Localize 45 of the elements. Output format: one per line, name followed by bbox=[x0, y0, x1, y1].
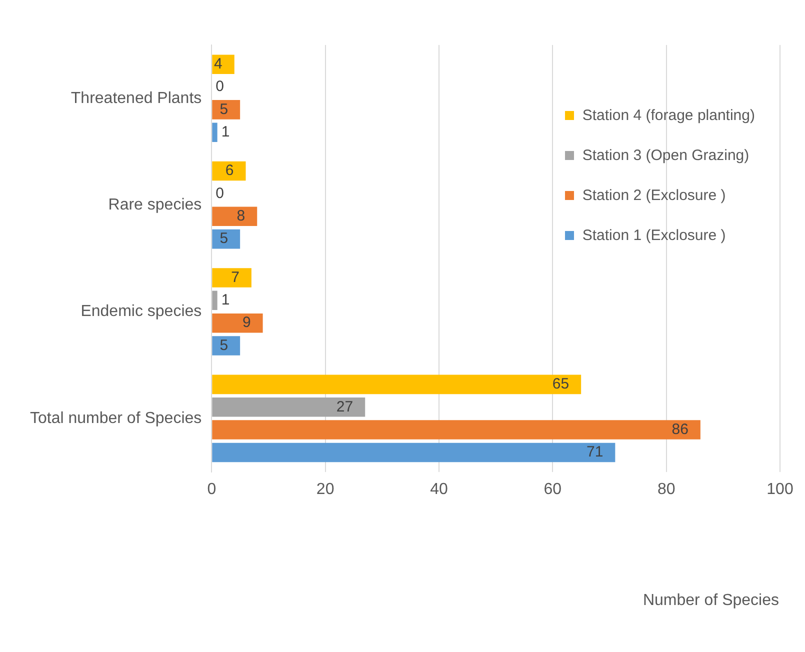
x-tick-label: 20 bbox=[316, 480, 334, 498]
bar bbox=[212, 268, 252, 288]
data-label: 0 bbox=[216, 184, 224, 202]
data-label: 1 bbox=[221, 292, 230, 309]
bar bbox=[212, 397, 366, 417]
legend-label: Station 3 (Open Grazing) bbox=[582, 146, 750, 164]
data-label: 6 bbox=[225, 162, 234, 180]
bar bbox=[212, 100, 240, 120]
legend-label: Station 2 (Exclosure ) bbox=[582, 186, 726, 204]
data-label: 5 bbox=[220, 100, 228, 118]
data-label: 86 bbox=[672, 420, 688, 438]
bar bbox=[212, 206, 258, 226]
data-label: 4 bbox=[214, 55, 222, 72]
data-label: 27 bbox=[336, 398, 354, 416]
x-tick-label: 60 bbox=[544, 480, 562, 498]
bar bbox=[212, 54, 234, 74]
bar bbox=[212, 313, 263, 333]
x-tick-label: 80 bbox=[657, 480, 676, 498]
x-tick-label: 100 bbox=[766, 480, 794, 498]
y-tick-label: Total number of Species bbox=[30, 410, 202, 427]
data-label: 0 bbox=[216, 78, 224, 96]
legend-label: Station 4 (forage planting) bbox=[582, 106, 755, 124]
bar bbox=[212, 336, 240, 356]
text: Number of Species bbox=[642, 592, 779, 610]
data-label: 71 bbox=[586, 444, 604, 461]
bar bbox=[212, 161, 246, 181]
bar bbox=[212, 442, 616, 462]
data-label: 1 bbox=[221, 124, 230, 140]
bar bbox=[212, 122, 218, 142]
data-label: 5 bbox=[220, 336, 228, 354]
data-label: 8 bbox=[236, 208, 246, 225]
y-tick-label: Rare species bbox=[108, 196, 202, 214]
bar bbox=[212, 229, 240, 249]
bar bbox=[212, 290, 218, 310]
x-tick-label: 40 bbox=[430, 480, 448, 498]
y-tick-label: Threatened Plants bbox=[70, 90, 202, 107]
x-tick-label: 0 bbox=[207, 480, 216, 498]
data-label: 65 bbox=[552, 376, 570, 393]
legend-label: Station 1 (Exclosure ) bbox=[582, 226, 726, 244]
data-label: 5 bbox=[220, 230, 228, 248]
data-label: 9 bbox=[242, 314, 251, 332]
data-label: 7 bbox=[231, 268, 240, 286]
y-tick-label: Endemic species bbox=[80, 303, 202, 320]
bar bbox=[212, 420, 700, 440]
bar bbox=[212, 374, 582, 394]
